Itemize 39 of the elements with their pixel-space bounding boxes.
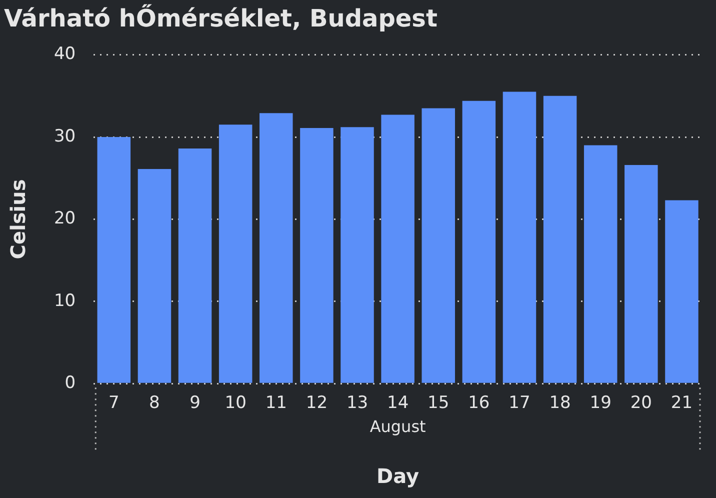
y-tick-label: 0 [64,373,76,394]
y-tick-label: 40 [54,44,76,64]
x-tick-label: 15 [428,393,450,414]
x-tick-label: 14 [386,393,409,414]
x-tick-label: 7 [108,393,120,414]
y-tick-label: 20 [54,208,76,229]
bar [178,148,212,383]
bar [502,92,536,383]
bar [340,127,374,383]
y-axis-title: Celsius [6,179,30,260]
bar [97,137,131,383]
bar [218,124,252,383]
bar [462,100,496,383]
x-tick-label: 8 [149,393,160,414]
bar [422,108,456,383]
text: August [370,416,426,436]
bar [300,128,334,383]
x-tick-label: 19 [590,393,612,414]
bar [381,114,414,383]
y-tick-label: 10 [54,290,76,311]
x-tick-label: 12 [306,393,328,414]
x-tick-label: 17 [508,393,530,414]
x-axis-title: Day [376,464,420,488]
bar [665,200,698,383]
x-tick-label: 16 [468,393,490,414]
x-tick-label: 20 [630,393,652,414]
x-tick-label: 13 [346,393,368,414]
bar [624,164,658,383]
chart-title: Várható hŐmérséklet, Budapest [4,4,438,33]
bar [138,169,172,383]
bar [260,113,293,383]
x-tick-label: 11 [265,393,287,414]
x-tick-label: 18 [549,393,571,414]
x-tick-label: 9 [190,393,200,414]
x-tick-label: 10 [224,393,246,414]
bar [584,145,618,383]
x-tick-label: 21 [670,393,693,414]
y-tick-label: 30 [54,126,76,146]
bar [543,96,577,383]
